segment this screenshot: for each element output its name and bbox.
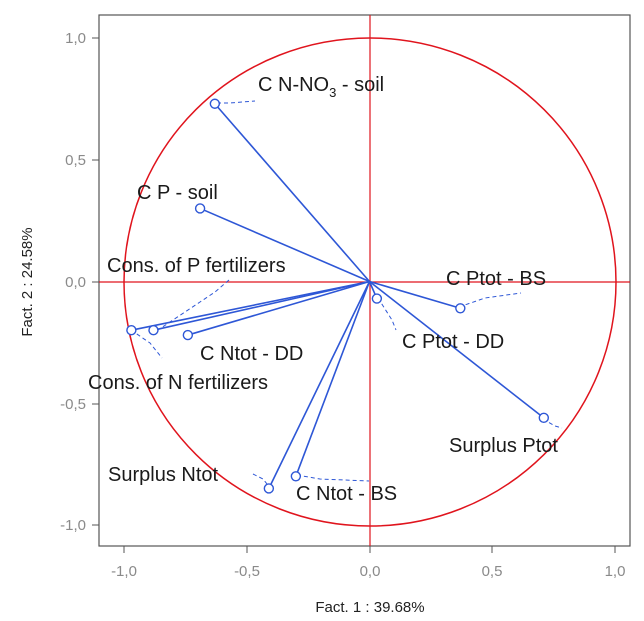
variable-label-c-ptot-dd: C Ptot - DD [402, 331, 504, 353]
loading-point-surplus-ptot [538, 412, 550, 424]
loading-vector-c-p-soil [199, 207, 370, 283]
x-tick-label: 1,0 [605, 563, 626, 580]
variable-label-c-p-soil: C P - soil [137, 182, 218, 204]
y-tick-label: 0,0 [65, 274, 86, 291]
variable-label-c-ntot-bs: C Ntot - BS [296, 483, 397, 505]
x-tick-label: 0,0 [360, 563, 381, 580]
loading-point-c-p-soil [194, 203, 206, 214]
y-axis-title: Fact. 2 : 24.58% [19, 227, 36, 336]
x-tick-label: -0,5 [234, 563, 260, 580]
loading-vector-c-ptot-bs [369, 280, 461, 310]
loading-point-surplus-ntot [263, 483, 275, 494]
label-main: C N-NO [258, 74, 329, 96]
variable-label-c-n-no3-soil: C N-NO3 - soil [258, 74, 384, 100]
loading-point-cons-of-n-fertilizers [126, 325, 137, 336]
y-tick-label: -0,5 [60, 396, 86, 413]
leader-lines [130, 100, 563, 490]
variable-label-surplus-ntot: Surplus Ntot [108, 464, 218, 486]
loading-point-c-ntot-dd [182, 329, 194, 341]
y-tick-label: -1,0 [60, 517, 86, 534]
loading-vector-c-ntot-dd [187, 280, 370, 336]
unit-circle [123, 37, 617, 527]
loading-vector-surplus-ntot [268, 281, 371, 489]
leader-line [130, 329, 163, 359]
label-subscript: 3 [329, 85, 336, 100]
leader-line [154, 279, 230, 333]
leader-line [377, 297, 397, 331]
y-tick-label: 1,0 [65, 30, 86, 47]
variable-label-surplus-ptot: Surplus Ptot [449, 435, 558, 457]
loading-vector-c-ntot-bs [295, 281, 371, 477]
y-ticks: 1,0 0,5 0,0 -0,5 -1,0 [60, 30, 99, 534]
variable-label-c-ptot-bs: C Ptot - BS [446, 268, 546, 290]
loading-vector-cons-of-n-fertilizers [131, 280, 370, 331]
leader-line [458, 292, 522, 308]
x-axis-title: Fact. 1 : 39.68% [315, 599, 424, 616]
x-tick-label: -1,0 [111, 563, 137, 580]
variable-label-c-ntot-dd: C Ntot - DD [200, 343, 303, 365]
loading-vector-c-n-no3-soil [214, 103, 371, 283]
loading-point-c-ntot-bs [290, 471, 302, 482]
loading-markers [126, 98, 550, 494]
leader-line [296, 474, 370, 482]
x-ticks: -1,0 -0,5 0,0 0,5 1,0 [111, 546, 625, 580]
loading-point-c-ptot-bs [455, 303, 466, 314]
variable-label-cons-n-fertilizers: Cons. of N fertilizers [88, 372, 268, 394]
x-tick-label: 0,5 [482, 563, 503, 580]
leader-line [252, 473, 272, 490]
label-tail: - soil [336, 74, 384, 96]
loading-point-c-n-no3-soil [209, 98, 221, 109]
leader-line [217, 100, 256, 104]
loading-point-c-ptot-dd [371, 293, 383, 304]
loading-vectors [131, 103, 545, 489]
variable-label-cons-p-fertilizers: Cons. of P fertilizers [107, 255, 286, 277]
loading-vector-surplus-ptot [369, 280, 545, 419]
loading-point-cons-of-p-fertilizers [148, 325, 159, 336]
variable-labels: C N-NO3 - soil C P - soil Cons. of P fer… [88, 74, 558, 505]
y-tick-label: 0,5 [65, 152, 86, 169]
